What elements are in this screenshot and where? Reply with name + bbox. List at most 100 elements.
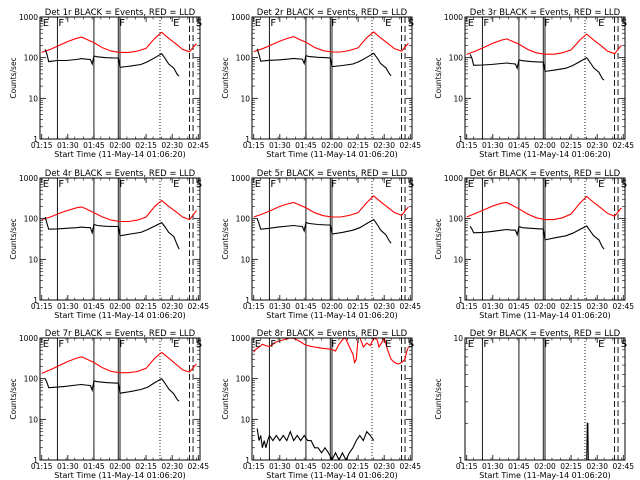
- y-tick-label: 10: [240, 255, 250, 264]
- marker-label: F: [331, 18, 337, 29]
- x-tick-label: 02:45: [399, 462, 421, 471]
- x-tick-label: 01:15: [243, 141, 265, 150]
- x-tick-label: 02:15: [347, 141, 369, 150]
- x-tick-label: 01:30: [482, 462, 504, 471]
- chart-title: Det 5r BLACK = Events, RED = LLD: [257, 169, 408, 179]
- marker-label: E: [598, 179, 604, 190]
- x-tick-label: 02:00: [109, 302, 131, 311]
- x-tick-label: 01:15: [456, 141, 478, 150]
- events-series-line: [256, 218, 392, 244]
- lld-series-line: [253, 31, 409, 53]
- chart-title: Det 2r BLACK = Events, RED = LLD: [257, 8, 408, 18]
- y-tick-label: 1: [245, 456, 250, 465]
- x-axis-label: Start Time (11-May-14 01:06:20): [266, 311, 397, 320]
- y-tick-label: 10: [240, 94, 250, 103]
- marker-label: F: [483, 18, 489, 29]
- marker-label: F: [544, 18, 550, 29]
- y-tick-label: 100: [236, 215, 251, 224]
- x-tick-label: 01:30: [57, 302, 79, 311]
- x-tick-label: 01:30: [269, 302, 291, 311]
- chart-title: Det 1r BLACK = Events, RED = LLD: [45, 8, 196, 18]
- lld-series-line: [466, 33, 622, 55]
- x-tick-label: 02:30: [373, 462, 395, 471]
- x-tick-label: 01:45: [508, 302, 530, 311]
- marker-label: F: [483, 339, 489, 350]
- x-tick-label: 02:15: [135, 462, 157, 471]
- x-tick-label: 02:30: [161, 141, 183, 150]
- marker-label: F: [58, 339, 64, 350]
- marker-label: F: [483, 179, 489, 190]
- chart-title: Det 8r BLACK = Events, RED = LLD: [257, 329, 408, 339]
- x-tick-label: 02:45: [399, 302, 421, 311]
- x-tick-label: 01:30: [57, 462, 79, 471]
- x-tick-label: 02:15: [347, 462, 369, 471]
- x-tick-label: 02:00: [534, 141, 556, 150]
- x-tick-label: 01:45: [83, 141, 105, 150]
- x-tick-label: 02:15: [560, 302, 582, 311]
- x-tick-label: 02:00: [109, 462, 131, 471]
- marker-label: F: [270, 18, 276, 29]
- marker-label: F: [119, 179, 125, 190]
- x-axis-label: Start Time (11-May-14 01:06:20): [266, 471, 397, 480]
- marker-label: F: [544, 339, 550, 350]
- marker-label: F: [331, 339, 337, 350]
- y-tick-label: 100: [236, 54, 251, 63]
- y-axis-label: Counts/sec: [9, 57, 18, 98]
- x-axis-label: Start Time (11-May-14 01:06:20): [479, 150, 610, 159]
- y-tick-label: 100: [449, 54, 464, 63]
- events-series-line: [256, 428, 375, 460]
- y-axis-label: Counts/sec: [9, 378, 18, 419]
- x-tick-label: 01:45: [295, 302, 317, 311]
- chart-title: Det 9r BLACK = Events, RED = LLD: [470, 329, 621, 339]
- x-tick-label: 02:15: [347, 302, 369, 311]
- x-tick-label: 01:15: [31, 462, 53, 471]
- marker-label: E: [43, 339, 49, 350]
- events-series-line: [469, 225, 605, 250]
- x-tick-label: 01:30: [57, 141, 79, 150]
- y-tick-label: 10: [453, 255, 463, 264]
- y-axis-label: Counts/sec: [434, 57, 443, 98]
- chart-title: Det 4r BLACK = Events, RED = LLD: [45, 169, 196, 179]
- x-tick-label: 02:00: [534, 302, 556, 311]
- x-tick-label: 02:45: [612, 462, 634, 471]
- y-tick-label: 1: [458, 296, 463, 305]
- x-tick-label: 01:30: [482, 141, 504, 150]
- y-tick-label: 1: [245, 296, 250, 305]
- x-tick-label: 02:30: [161, 462, 183, 471]
- y-axis-label: Counts/sec: [221, 218, 230, 259]
- x-axis-label: Start Time (11-May-14 01:06:20): [479, 311, 610, 320]
- x-tick-label: 02:00: [321, 141, 343, 150]
- x-tick-label: 01:45: [508, 462, 530, 471]
- x-tick-label: 02:15: [560, 462, 582, 471]
- x-tick-label: 01:30: [482, 302, 504, 311]
- y-tick-label: 100: [24, 54, 39, 63]
- marker-label: F: [270, 179, 276, 190]
- chart-title: Det 3r BLACK = Events, RED = LLD: [470, 8, 621, 18]
- marker-label: E: [385, 339, 391, 350]
- marker-label: E: [173, 339, 179, 350]
- x-tick-label: 02:45: [187, 141, 209, 150]
- y-tick-label: 1: [458, 456, 463, 465]
- y-tick-label: 100: [24, 215, 39, 224]
- x-tick-label: 01:45: [295, 462, 317, 471]
- marker-label: E: [255, 18, 261, 29]
- y-axis-label: Counts/sec: [434, 378, 443, 419]
- marker-label: E: [598, 339, 604, 350]
- y-axis-label: Counts/sec: [9, 218, 18, 259]
- lld-series-line: [41, 351, 197, 374]
- marker-label: E: [468, 179, 474, 190]
- y-tick-label: 1: [33, 296, 38, 305]
- x-tick-label: 02:45: [187, 462, 209, 471]
- lld-series-line: [253, 338, 410, 365]
- y-tick-label: 100: [449, 215, 464, 224]
- y-axis-label: Counts/sec: [221, 378, 230, 419]
- x-tick-label: 01:45: [508, 141, 530, 150]
- x-tick-label: 02:00: [321, 462, 343, 471]
